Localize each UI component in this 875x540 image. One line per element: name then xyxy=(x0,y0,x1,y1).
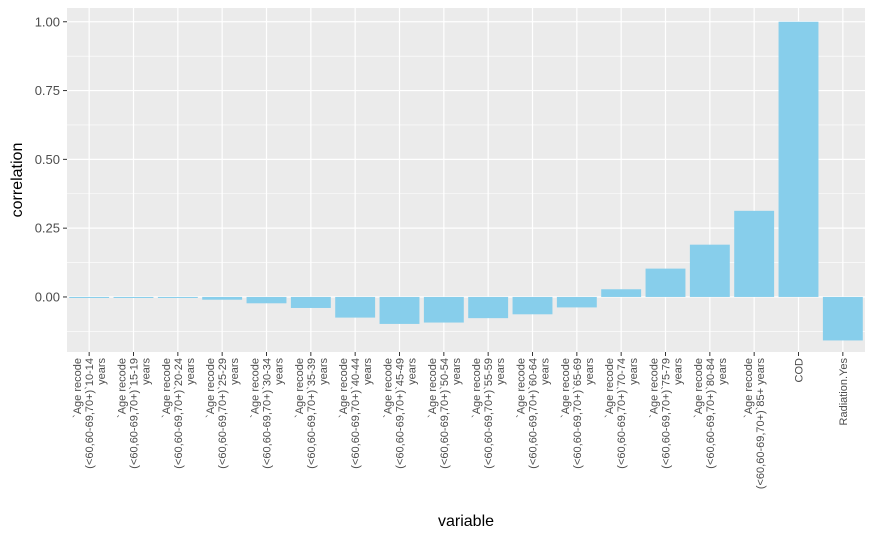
x-tick-label-line: `Age recode xyxy=(743,358,755,418)
x-tick-label-line: (<60,60-69,70+)`15-19 xyxy=(129,358,141,469)
x-tick-label-line: (<60,60-69,70+)`10-14 xyxy=(84,358,96,469)
x-tick-label-line: years xyxy=(451,358,463,385)
bar xyxy=(202,296,243,300)
x-tick-label-line: (<60,60-69,70+)`65-69 xyxy=(572,358,584,469)
x-tick-label-line: `Age recode xyxy=(72,358,84,418)
x-tick-label: `Age recode (<60,60-69,70+)`35-39 years xyxy=(294,358,330,469)
bar xyxy=(69,296,110,298)
bar xyxy=(512,296,553,315)
x-tick-label: `Age recode (<60,60-69,70+)`80-84 years xyxy=(693,358,729,469)
x-tick-label-line: years xyxy=(495,358,507,385)
x-tick-label: `Age recode (<60,60-69,70+)`15-19 years xyxy=(117,358,153,469)
bar xyxy=(113,296,154,298)
y-axis-ticks: 0.00 0.25 0.50 0.75 1.00 xyxy=(35,14,67,304)
bar xyxy=(822,296,863,341)
x-tick-label: `Age recode (<60,60-69,70+)`45-49 years xyxy=(383,358,419,469)
x-tick-label-line: (<60,60-69,70+)`55-59 xyxy=(483,358,495,469)
x-tick-label: `Age recode (<60,60-69,70+)`25-29 years xyxy=(205,358,241,469)
bar xyxy=(734,210,775,297)
x-tick-label: `Age recode (<60,60-69,70+)`30-34 years xyxy=(250,358,286,469)
x-tick-label-line: years xyxy=(141,358,153,385)
bars-group xyxy=(69,21,863,341)
x-tick-label-line: years xyxy=(362,358,374,385)
x-tick-label: `Age recode (<60,60-69,70+)`55-59 years xyxy=(471,358,507,469)
x-tick-label: `Age recode (<60,60-69,70+)`50-54 years xyxy=(427,358,463,469)
x-tick-label: `Age recode (<60,60-69,70+)`85+ years xyxy=(743,358,767,490)
x-axis-title: variable xyxy=(438,513,494,530)
x-tick-label-line: (<60,60-69,70+)`35-39 xyxy=(306,358,318,469)
x-tick-label: Radiation.Yes xyxy=(838,358,850,426)
x-tick-label: `Age recode (<60,60-69,70+)`65-69 years xyxy=(560,358,596,469)
x-tick-label-line: years xyxy=(540,358,552,385)
x-tick-label-line: Radiation.Yes xyxy=(838,358,850,426)
y-tick-label: 1.00 xyxy=(35,14,60,29)
x-tick-label-line: `Age recode xyxy=(560,358,572,418)
bar xyxy=(556,296,597,308)
x-tick-label-line: (<60,60-69,70+)`70-74 xyxy=(616,358,628,469)
x-tick-label-line: (<60,60-69,70+)`50-54 xyxy=(439,358,451,469)
plot-panel xyxy=(67,8,865,352)
y-tick-label: 0.50 xyxy=(35,152,60,167)
x-tick-label: `Age recode (<60,60-69,70+)`75-79 years xyxy=(649,358,685,469)
x-tick-label-line: (<60,60-69,70+)`25-29 xyxy=(217,358,229,469)
x-tick-label-line: `Age recode xyxy=(383,358,395,418)
bar xyxy=(601,289,642,297)
x-tick-label-line: years xyxy=(673,358,685,385)
x-tick-label-line: COD xyxy=(794,358,806,383)
x-tick-label-line: (<60,60-69,70+)`85+ years xyxy=(755,358,767,490)
x-tick-label-line: years xyxy=(229,358,241,385)
x-tick-label-line: (<60,60-69,70+)`75-79 xyxy=(661,358,673,469)
x-tick-label-line: `Age recode xyxy=(693,358,705,418)
x-tick-label-line: `Age recode xyxy=(205,358,217,418)
x-tick-label-line: `Age recode xyxy=(250,358,262,418)
x-tick-label-line: `Age recode xyxy=(649,358,661,418)
bar xyxy=(689,244,730,297)
x-tick-label: `Age recode (<60,60-69,70+)`20-24 years xyxy=(161,358,197,469)
x-tick-label-line: years xyxy=(274,358,286,385)
y-tick-label: 0.00 xyxy=(35,289,60,304)
y-tick-label: 0.75 xyxy=(35,83,60,98)
minor-gridlines xyxy=(67,55,865,332)
x-tick-label-line: years xyxy=(318,358,330,385)
y-tick-label: 0.25 xyxy=(35,221,60,236)
x-tick-label-line: (<60,60-69,70+)`40-44 xyxy=(350,358,362,469)
x-tick-label-line: years xyxy=(628,358,640,385)
x-tick-label: COD xyxy=(794,358,806,383)
x-tick-label-line: years xyxy=(96,358,108,385)
x-tick-label-line: `Age recode xyxy=(427,358,439,418)
bar xyxy=(335,296,376,318)
x-tick-label-line: years xyxy=(185,358,197,385)
x-tick-label-line: `Age recode xyxy=(161,358,173,418)
bar xyxy=(157,296,198,298)
bar xyxy=(246,296,287,304)
x-tick-label-line: `Age recode xyxy=(338,358,350,418)
x-tick-label: `Age recode (<60,60-69,70+)`70-74 years xyxy=(604,358,640,469)
x-tick-label-line: `Age recode xyxy=(516,358,528,418)
bar xyxy=(423,296,464,323)
bar xyxy=(379,296,420,324)
x-tick-label-line: years xyxy=(584,358,596,385)
x-axis-ticks: `Age recode (<60,60-69,70+)`10-14 years `Ag… xyxy=(72,352,850,489)
x-tick-label-line: `Age recode xyxy=(117,358,129,418)
x-tick-label: `Age recode (<60,60-69,70+)`60-64 years xyxy=(516,358,552,469)
x-tick-label: `Age recode (<60,60-69,70+)`40-44 years xyxy=(338,358,374,469)
x-tick-label-line: years xyxy=(407,358,419,385)
x-tick-label-line: (<60,60-69,70+)`80-84 xyxy=(705,358,717,469)
bar xyxy=(778,21,819,297)
bar xyxy=(468,296,509,319)
y-axis-title: correlation xyxy=(9,143,26,218)
x-tick-label-line: (<60,60-69,70+)`60-64 xyxy=(528,358,540,469)
bar xyxy=(290,296,331,308)
x-tick-label-line: `Age recode xyxy=(604,358,616,418)
x-tick-label-line: `Age recode xyxy=(471,358,483,418)
x-tick-label-line: (<60,60-69,70+)`30-34 xyxy=(262,358,274,469)
x-tick-label-line: (<60,60-69,70+)`45-49 xyxy=(395,358,407,469)
x-tick-label-line: (<60,60-69,70+)`20-24 xyxy=(173,358,185,469)
bar xyxy=(645,268,686,297)
x-tick-label: `Age recode (<60,60-69,70+)`10-14 years xyxy=(72,358,108,469)
x-tick-label-line: `Age recode xyxy=(294,358,306,418)
x-tick-label-line: years xyxy=(717,358,729,385)
